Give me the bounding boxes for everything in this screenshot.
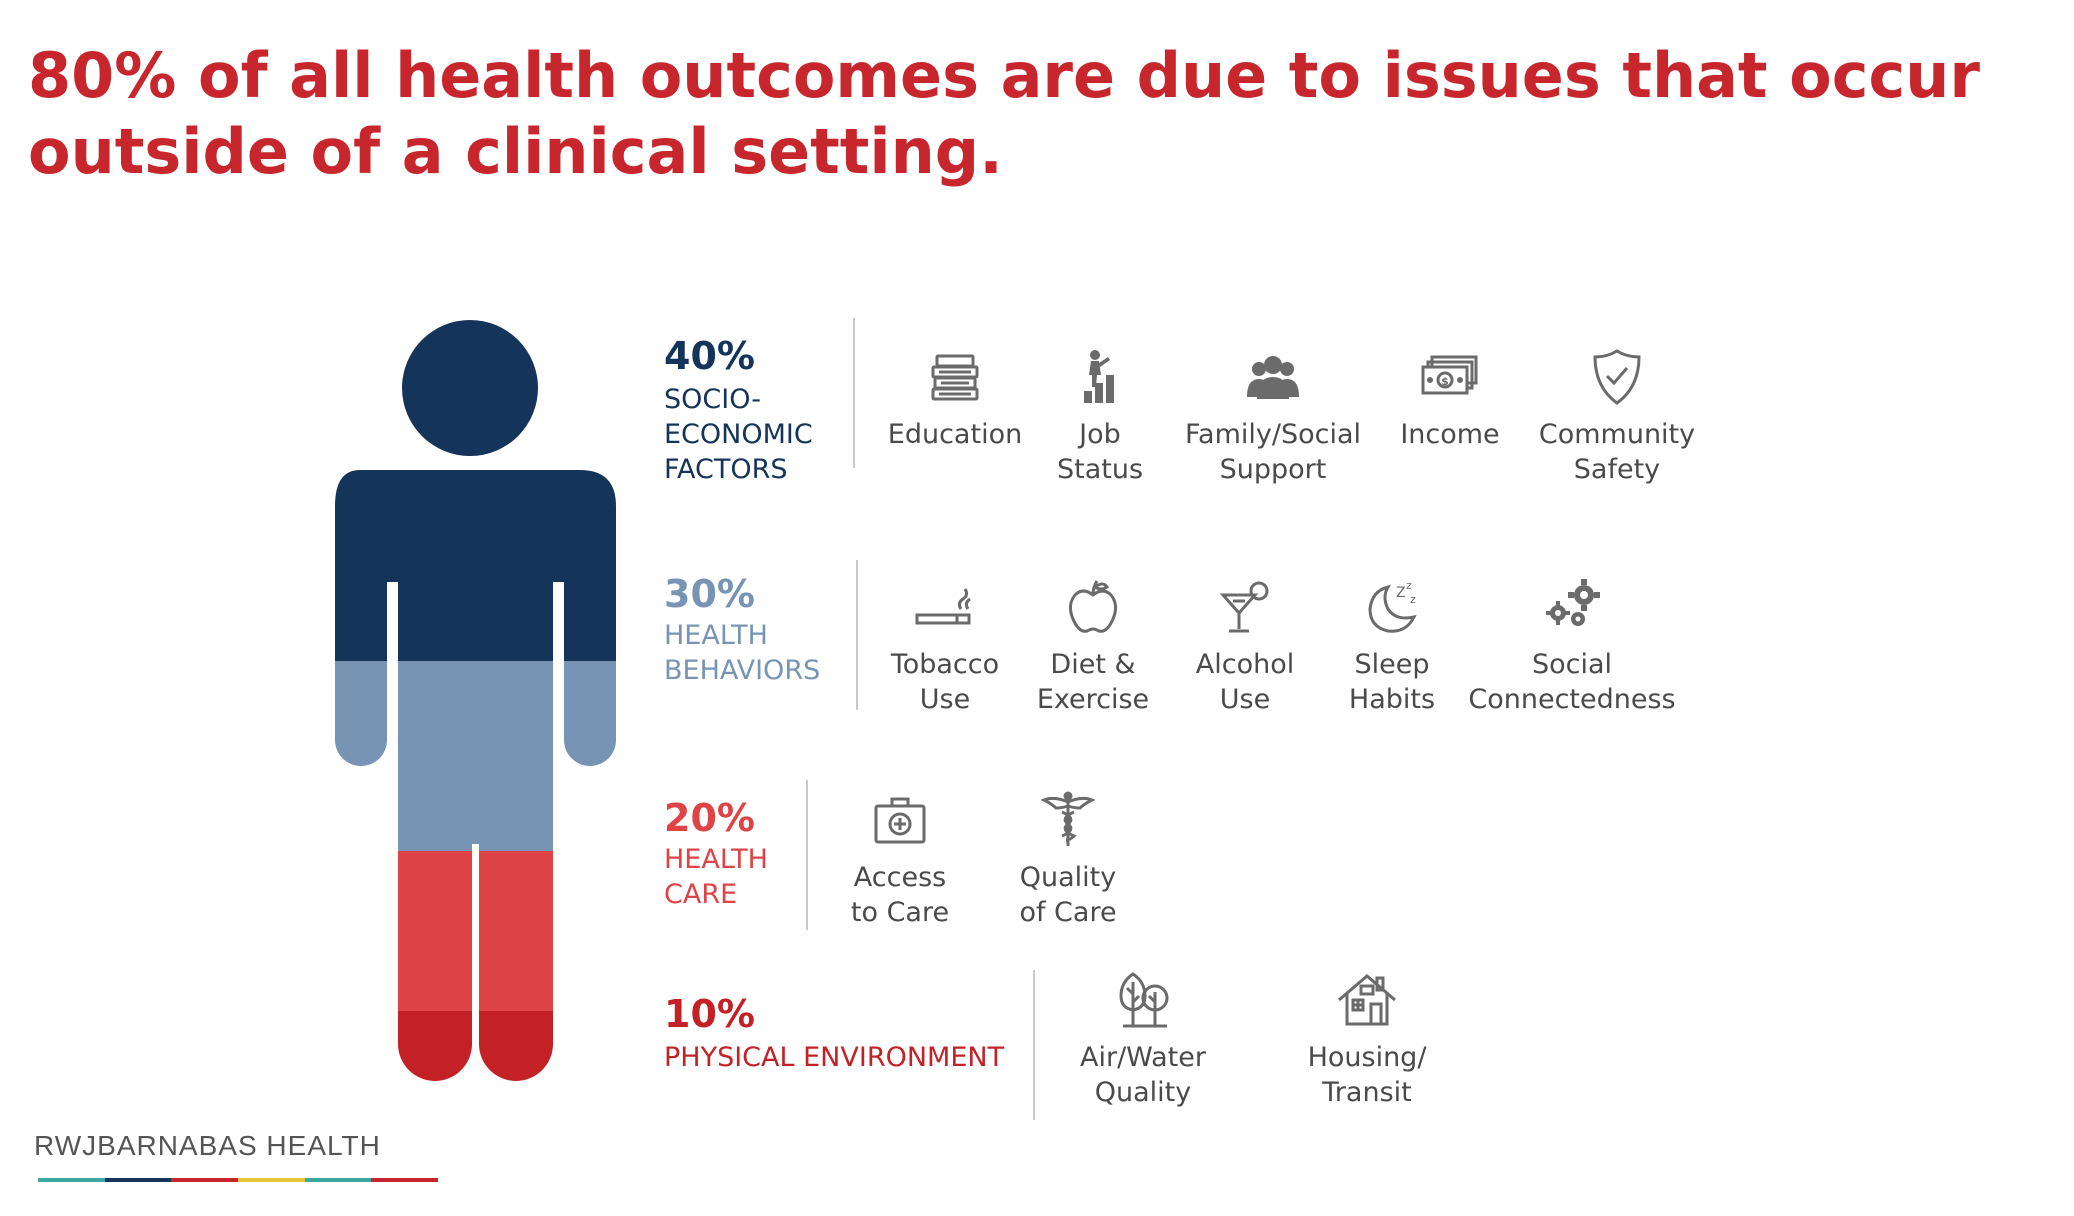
factor-label: Housing/ Transit [1307, 1042, 1427, 1108]
socioeconomic-percent: 40% [664, 334, 755, 378]
figure-band-behaviors [335, 661, 616, 851]
brand-bar-segment [171, 1178, 239, 1182]
socioeconomic-label: SOCIO- ECONOMIC FACTORS [664, 384, 813, 485]
factor-label: Job Status [1056, 419, 1144, 485]
cocktail-icon [1213, 575, 1277, 639]
factor-community-safety: Community Safety [1517, 345, 1717, 487]
factor-label: Air/Water Quality [1080, 1042, 1206, 1108]
brand-name: RWJBARNABAS HEALTH [34, 1130, 381, 1161]
moon-zzz-icon: Z z z [1360, 575, 1424, 639]
behaviors-divider [856, 560, 858, 710]
factor-housing-transit: Housing/ Transit [1262, 968, 1472, 1110]
behaviors-percent: 30% [664, 572, 755, 616]
factor-diet-exercise: Diet & Exercise [993, 575, 1193, 717]
factor-label: Access to Care [850, 862, 950, 928]
factor-quality-of-care: Quality of Care [968, 788, 1168, 930]
brand-bar-segment [238, 1178, 305, 1182]
factor-tobacco-use: Tobacco Use [845, 575, 1045, 717]
brand-bar-segment [371, 1178, 439, 1182]
factor-label: Income [1400, 419, 1500, 450]
svg-text:Z: Z [1396, 585, 1406, 601]
career-ladder-icon [1068, 345, 1132, 409]
behaviors-label: HEALTH BEHAVIORS [664, 620, 821, 686]
figure-band-environment [335, 1011, 616, 1081]
factor-label: Quality of Care [1019, 862, 1117, 928]
brand-bar-segment [38, 1178, 105, 1182]
caduceus-icon [1036, 788, 1100, 852]
brand-bar-segment [304, 1178, 372, 1182]
factor-label: Diet & Exercise [1036, 649, 1150, 715]
factor-label: Tobacco Use [890, 649, 1000, 715]
healthcare-divider [806, 780, 808, 930]
cigarette-icon [913, 575, 977, 639]
figure-band-socioeconomic [335, 320, 616, 661]
factor-family-social-support: Family/Social Support [1173, 345, 1373, 487]
environment-percent: 10% [664, 992, 755, 1036]
people-group-icon [1241, 345, 1305, 409]
apple-icon [1061, 575, 1125, 639]
socioeconomic-divider [853, 318, 855, 468]
medical-kit-icon [868, 788, 932, 852]
brand-bar-segment [104, 1178, 172, 1182]
headline: 80% of all health outcomes are due to is… [28, 39, 1980, 188]
factor-job-status: Job Status [1000, 345, 1200, 487]
factor-access-to-care: Access to Care [800, 788, 1000, 930]
factor-label: Sleep Habits [1348, 649, 1436, 715]
healthcare-label: HEALTH CARE [664, 844, 768, 910]
factor-air-water-quality: Air/Water Quality [1043, 968, 1243, 1110]
trees-icon [1111, 968, 1175, 1032]
factor-label: Family/Social Support [1184, 419, 1362, 485]
figure-band-healthcare [335, 851, 616, 1011]
environment-divider [1033, 970, 1035, 1120]
environment-label: PHYSICAL ENVIRONMENT [664, 1042, 1005, 1073]
svg-text:z: z [1410, 593, 1416, 606]
factor-label: Education [887, 419, 1023, 450]
money-icon: $ [1418, 345, 1482, 409]
gears-icon [1540, 575, 1604, 639]
shield-check-icon [1585, 345, 1649, 409]
factor-income: $ Income [1350, 345, 1550, 452]
factor-sleep-habits: Z z z Sleep Habits [1292, 575, 1492, 717]
brand-color-bar [38, 1178, 439, 1182]
factor-social-connectedness: Social Connectedness [1468, 575, 1676, 717]
factor-label: Alcohol Use [1195, 649, 1295, 715]
healthcare-percent: 20% [664, 796, 755, 840]
factor-education: Education [855, 345, 1055, 452]
factor-alcohol-use: Alcohol Use [1145, 575, 1345, 717]
factor-label: Social Connectedness [1468, 649, 1676, 715]
svg-text:z: z [1406, 579, 1412, 592]
svg-text:$: $ [1441, 375, 1449, 388]
books-icon [923, 345, 987, 409]
human-figure [324, 314, 616, 1106]
house-icon [1335, 968, 1399, 1032]
factor-label: Community Safety [1538, 419, 1696, 485]
